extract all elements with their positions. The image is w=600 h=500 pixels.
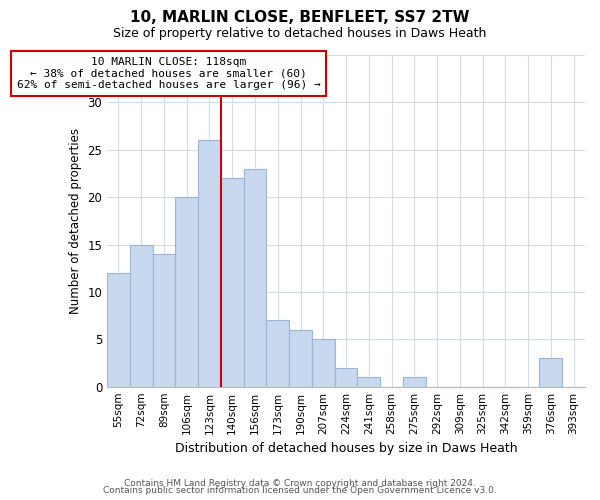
- Bar: [107, 273, 130, 386]
- Bar: [130, 244, 152, 386]
- Text: 10 MARLIN CLOSE: 118sqm
← 38% of detached houses are smaller (60)
62% of semi-de: 10 MARLIN CLOSE: 118sqm ← 38% of detache…: [17, 57, 320, 90]
- Bar: [358, 377, 380, 386]
- Bar: [221, 178, 244, 386]
- Y-axis label: Number of detached properties: Number of detached properties: [69, 128, 82, 314]
- Text: Size of property relative to detached houses in Daws Heath: Size of property relative to detached ho…: [113, 28, 487, 40]
- X-axis label: Distribution of detached houses by size in Daws Heath: Distribution of detached houses by size …: [175, 442, 517, 455]
- Bar: [266, 320, 289, 386]
- Bar: [152, 254, 175, 386]
- Bar: [403, 377, 425, 386]
- Bar: [335, 368, 358, 386]
- Bar: [289, 330, 312, 386]
- Text: 10, MARLIN CLOSE, BENFLEET, SS7 2TW: 10, MARLIN CLOSE, BENFLEET, SS7 2TW: [130, 10, 470, 25]
- Bar: [312, 340, 335, 386]
- Bar: [198, 140, 221, 386]
- Text: Contains public sector information licensed under the Open Government Licence v3: Contains public sector information licen…: [103, 486, 497, 495]
- Bar: [244, 168, 266, 386]
- Bar: [175, 197, 198, 386]
- Text: Contains HM Land Registry data © Crown copyright and database right 2024.: Contains HM Land Registry data © Crown c…: [124, 478, 476, 488]
- Bar: [539, 358, 562, 386]
